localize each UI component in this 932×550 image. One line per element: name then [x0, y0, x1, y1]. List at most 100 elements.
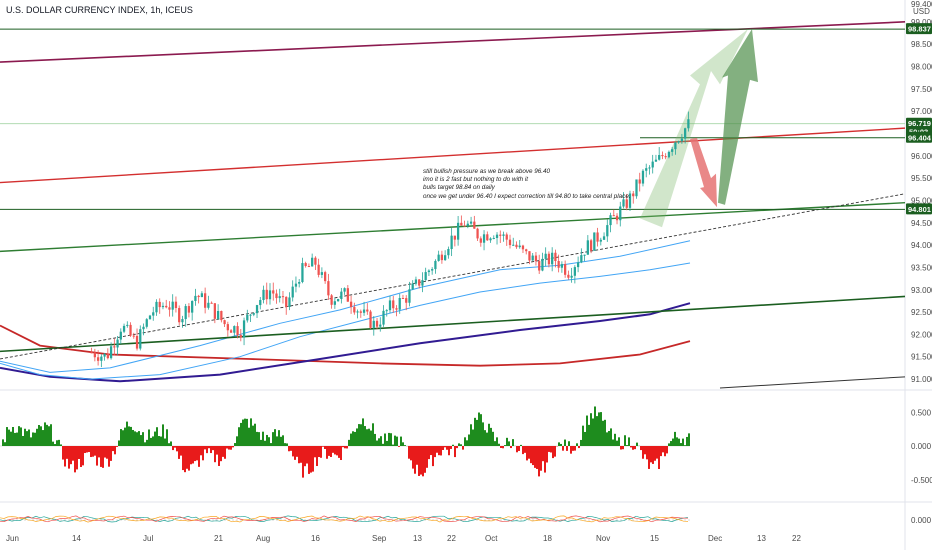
candle-body: [301, 263, 304, 283]
oscillator-bar: [86, 446, 88, 453]
price-tick-label: 95.500: [911, 174, 932, 183]
candle-body: [469, 221, 473, 224]
oscillator-bar: [462, 446, 464, 450]
oscillator-bar: [102, 446, 104, 468]
oscillator-bar: [2, 439, 4, 446]
ma-lightblue-line: [0, 262, 691, 380]
annotation-line: once we get under 96.40 I expect correct…: [423, 192, 631, 200]
oscillator-bar: [492, 431, 494, 446]
oscillator-bar: [434, 446, 436, 458]
time-axis-label: 13: [413, 534, 422, 543]
candle-body: [499, 234, 502, 236]
oscillator-bar: [18, 426, 20, 446]
oscillator-bar: [236, 436, 238, 446]
candle-body: [155, 301, 158, 313]
green-trendline-upper: [0, 201, 906, 253]
oscillator-bar: [612, 439, 614, 446]
oscillator-bar: [582, 425, 584, 446]
oscillator-bar: [484, 430, 486, 446]
oscillator-bar: [78, 446, 80, 459]
candle-body: [606, 225, 609, 237]
oscillator-bar: [284, 443, 286, 446]
candle-body: [408, 289, 411, 303]
candle-body: [486, 234, 489, 241]
oscillator-bar: [504, 445, 506, 446]
oscillator-bar: [54, 444, 56, 446]
oscillator-bar: [38, 425, 40, 446]
oscillator-bar: [46, 424, 48, 446]
candle-body: [541, 258, 544, 271]
candle-body: [382, 310, 385, 325]
oscillator-bar: [570, 446, 572, 454]
oscillator-bar: [28, 429, 30, 446]
price-tag-label: 98.837: [908, 25, 931, 34]
candle-body: [275, 293, 278, 299]
oscillator-bar: [452, 444, 454, 446]
oscillator-bar: [488, 423, 490, 446]
oscillator-bar: [272, 432, 274, 446]
candle-body: [148, 315, 152, 320]
oscillator-bar: [118, 440, 120, 446]
candle-body: [181, 319, 184, 323]
oscillator-bar: [584, 431, 586, 446]
candle-body: [304, 263, 307, 267]
oscillator-bar: [64, 446, 66, 467]
candle-body: [473, 221, 476, 229]
oscillator-bar: [486, 432, 488, 446]
candle-body: [223, 320, 226, 325]
oscillator-bar: [268, 437, 270, 446]
oscillator-bar: [496, 437, 498, 446]
oscillator-bar: [552, 446, 554, 459]
candle-body: [226, 324, 229, 331]
time-axis-label: 14: [72, 534, 81, 543]
candle-body: [632, 193, 635, 197]
oscillator-bar: [516, 446, 518, 453]
oscillator-bar: [328, 446, 330, 456]
oscillator-bar: [206, 446, 208, 454]
oscillator-bar: [116, 446, 118, 447]
oscillator-bar: [42, 430, 44, 446]
oscillator-bar: [84, 446, 86, 454]
oscillator-bar: [106, 446, 108, 459]
oscillator-bar: [580, 439, 582, 446]
oscillator-bar: [388, 432, 390, 446]
candle-body: [414, 279, 418, 284]
oscillator-bar: [410, 446, 412, 461]
oscillator-bar: [416, 446, 418, 465]
oscillator-bar: [540, 446, 542, 471]
oscillator-bar: [258, 432, 260, 446]
candle-body: [476, 228, 479, 239]
candle-body: [684, 128, 687, 139]
oscillator-bar: [350, 433, 352, 446]
oscillator-bar: [678, 438, 680, 446]
oscillator-bar: [324, 446, 326, 449]
oscillator-bar: [178, 446, 180, 459]
oscillator-bar: [444, 446, 446, 448]
candle-body: [580, 255, 583, 263]
oscillator-bar: [386, 440, 388, 446]
oscillator-bar: [166, 429, 168, 446]
oscillator-bar: [454, 446, 456, 458]
oscillator-bar: [564, 439, 566, 446]
oscillator-bar: [356, 428, 358, 446]
candle-body: [262, 289, 265, 301]
oscillator-bar: [572, 446, 574, 451]
candle-body: [197, 295, 200, 298]
oscillator-bar: [590, 413, 592, 446]
oscillator-bar: [614, 433, 616, 446]
oscillator-bar: [338, 446, 340, 458]
oscillator-bar: [598, 412, 600, 446]
oscillator-bar: [60, 444, 62, 446]
oscillator-bar: [120, 429, 122, 446]
oscillator-bar: [530, 446, 532, 464]
oscillator-bar: [652, 446, 654, 464]
candle-body: [204, 293, 207, 308]
oscillator-bar: [664, 446, 666, 457]
oscillator-bar: [212, 446, 214, 451]
oscillator-bar: [110, 446, 112, 461]
candle-body: [619, 206, 622, 221]
price-tick-label: 94.500: [911, 219, 932, 228]
oscillator-bar: [182, 446, 184, 471]
candle-body: [651, 161, 654, 168]
